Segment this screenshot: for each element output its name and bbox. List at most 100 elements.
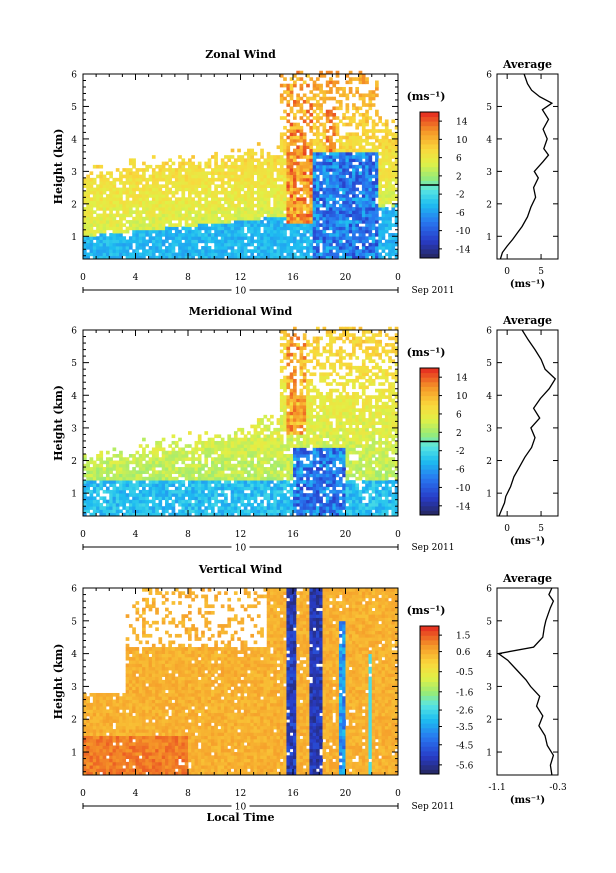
heatmap-cell [378, 236, 382, 240]
heatmap-cell [250, 489, 255, 494]
colorbar-tick-label: 2 [456, 172, 462, 182]
heatmap-cell [171, 476, 176, 481]
heatmap-cell [361, 132, 366, 137]
heatmap-cell [276, 512, 281, 517]
heatmap-cell [260, 421, 264, 426]
heatmap-cell [210, 437, 215, 442]
heatmap-cell [260, 223, 264, 227]
heatmap-cell [279, 499, 284, 504]
heatmap-cell [142, 480, 146, 484]
heatmap-cell [220, 473, 225, 478]
heatmap-cell [237, 220, 241, 224]
heatmap-cell [352, 155, 356, 159]
heatmap-cell [302, 220, 307, 224]
heatmap-cell [253, 506, 258, 510]
heatmap-cell [273, 226, 277, 231]
heatmap-cell [122, 239, 127, 244]
heatmap-cell [132, 249, 136, 253]
heatmap-cell [119, 190, 123, 195]
heatmap-cell [273, 483, 277, 488]
heatmap-cell [355, 200, 360, 205]
heatmap-cell [145, 512, 150, 517]
heatmap-cell [201, 473, 205, 478]
heatmap-cell [378, 174, 382, 179]
heatmap-cell [240, 226, 245, 231]
heatmap-cell [279, 174, 284, 179]
heatmap-cell [214, 499, 218, 504]
heatmap-cell [306, 207, 310, 211]
heatmap-cell [391, 242, 396, 247]
heatmap-cell [207, 447, 212, 452]
heatmap-cell [302, 223, 307, 227]
heatmap-cell [102, 255, 107, 260]
heatmap-cell [283, 116, 287, 120]
heatmap-cell [128, 171, 133, 176]
heatmap-cell [283, 509, 287, 514]
heatmap-cell [253, 499, 258, 504]
heatmap-cell [161, 174, 166, 179]
heatmap-cell [378, 171, 382, 176]
heatmap-cell [365, 103, 369, 107]
heatmap-cell [368, 249, 373, 253]
heatmap-cell [302, 395, 307, 399]
heatmap-cell [266, 236, 271, 240]
heatmap-cell [128, 194, 133, 198]
heatmap-cell [191, 223, 195, 227]
heatmap-cell [233, 440, 238, 445]
heatmap-cell [338, 187, 343, 192]
heatmap-cell [358, 216, 363, 221]
heatmap-cell [224, 190, 228, 195]
heatmap-cell [289, 255, 294, 260]
heatmap-cell [151, 216, 156, 221]
heatmap-cell [237, 499, 241, 504]
heatmap-cell [299, 467, 304, 471]
heatmap-cell [319, 184, 323, 188]
heatmap-cell [83, 242, 87, 247]
heatmap-cell [171, 506, 176, 510]
heatmap-cell [214, 457, 218, 461]
heatmap-cell [335, 174, 340, 179]
heatmap-cell [240, 168, 245, 172]
heatmap-cell [145, 177, 150, 182]
heatmap-cell [161, 512, 166, 517]
heatmap-cell [181, 252, 186, 257]
heatmap-cell [155, 506, 159, 510]
heatmap-cell [217, 447, 222, 452]
heatmap-cell [142, 457, 146, 461]
heatmap-cell [148, 473, 153, 478]
heatmap-cell [142, 190, 146, 195]
heatmap-cell [312, 86, 317, 91]
heatmap-cell [165, 476, 169, 481]
heatmap-cell [358, 164, 363, 169]
heatmap-cell [286, 86, 291, 91]
heatmap-cell [388, 155, 392, 159]
heatmap-cell [119, 220, 123, 224]
heatmap-cell [142, 242, 146, 247]
heatmap-cell [184, 220, 189, 224]
heatmap-cell [158, 506, 163, 510]
heatmap-cell [289, 375, 294, 380]
heatmap-cell [171, 184, 176, 188]
heatmap-cell [240, 483, 245, 488]
heatmap-cell [217, 164, 222, 169]
heatmap-cell [302, 447, 307, 452]
heatmap-cell [86, 203, 90, 208]
heatmap-cell [210, 207, 215, 211]
heatmap-cell [325, 129, 330, 133]
heatmap-cell [332, 220, 337, 224]
heatmap-cell [230, 171, 235, 176]
heatmap-cell [293, 378, 297, 383]
heatmap-cell [306, 339, 310, 344]
heatmap-cell [240, 200, 245, 205]
heatmap-cell [293, 151, 297, 156]
heatmap-cell [283, 145, 287, 150]
heatmap-cell [319, 233, 323, 237]
heatmap-cell [338, 220, 343, 224]
heatmap-cell [217, 249, 222, 253]
heatmap-cell [276, 145, 281, 150]
heatmap-cell [283, 447, 287, 452]
heatmap-cell [394, 174, 399, 179]
heatmap-cell [391, 213, 396, 218]
heatmap-cell [279, 470, 284, 474]
